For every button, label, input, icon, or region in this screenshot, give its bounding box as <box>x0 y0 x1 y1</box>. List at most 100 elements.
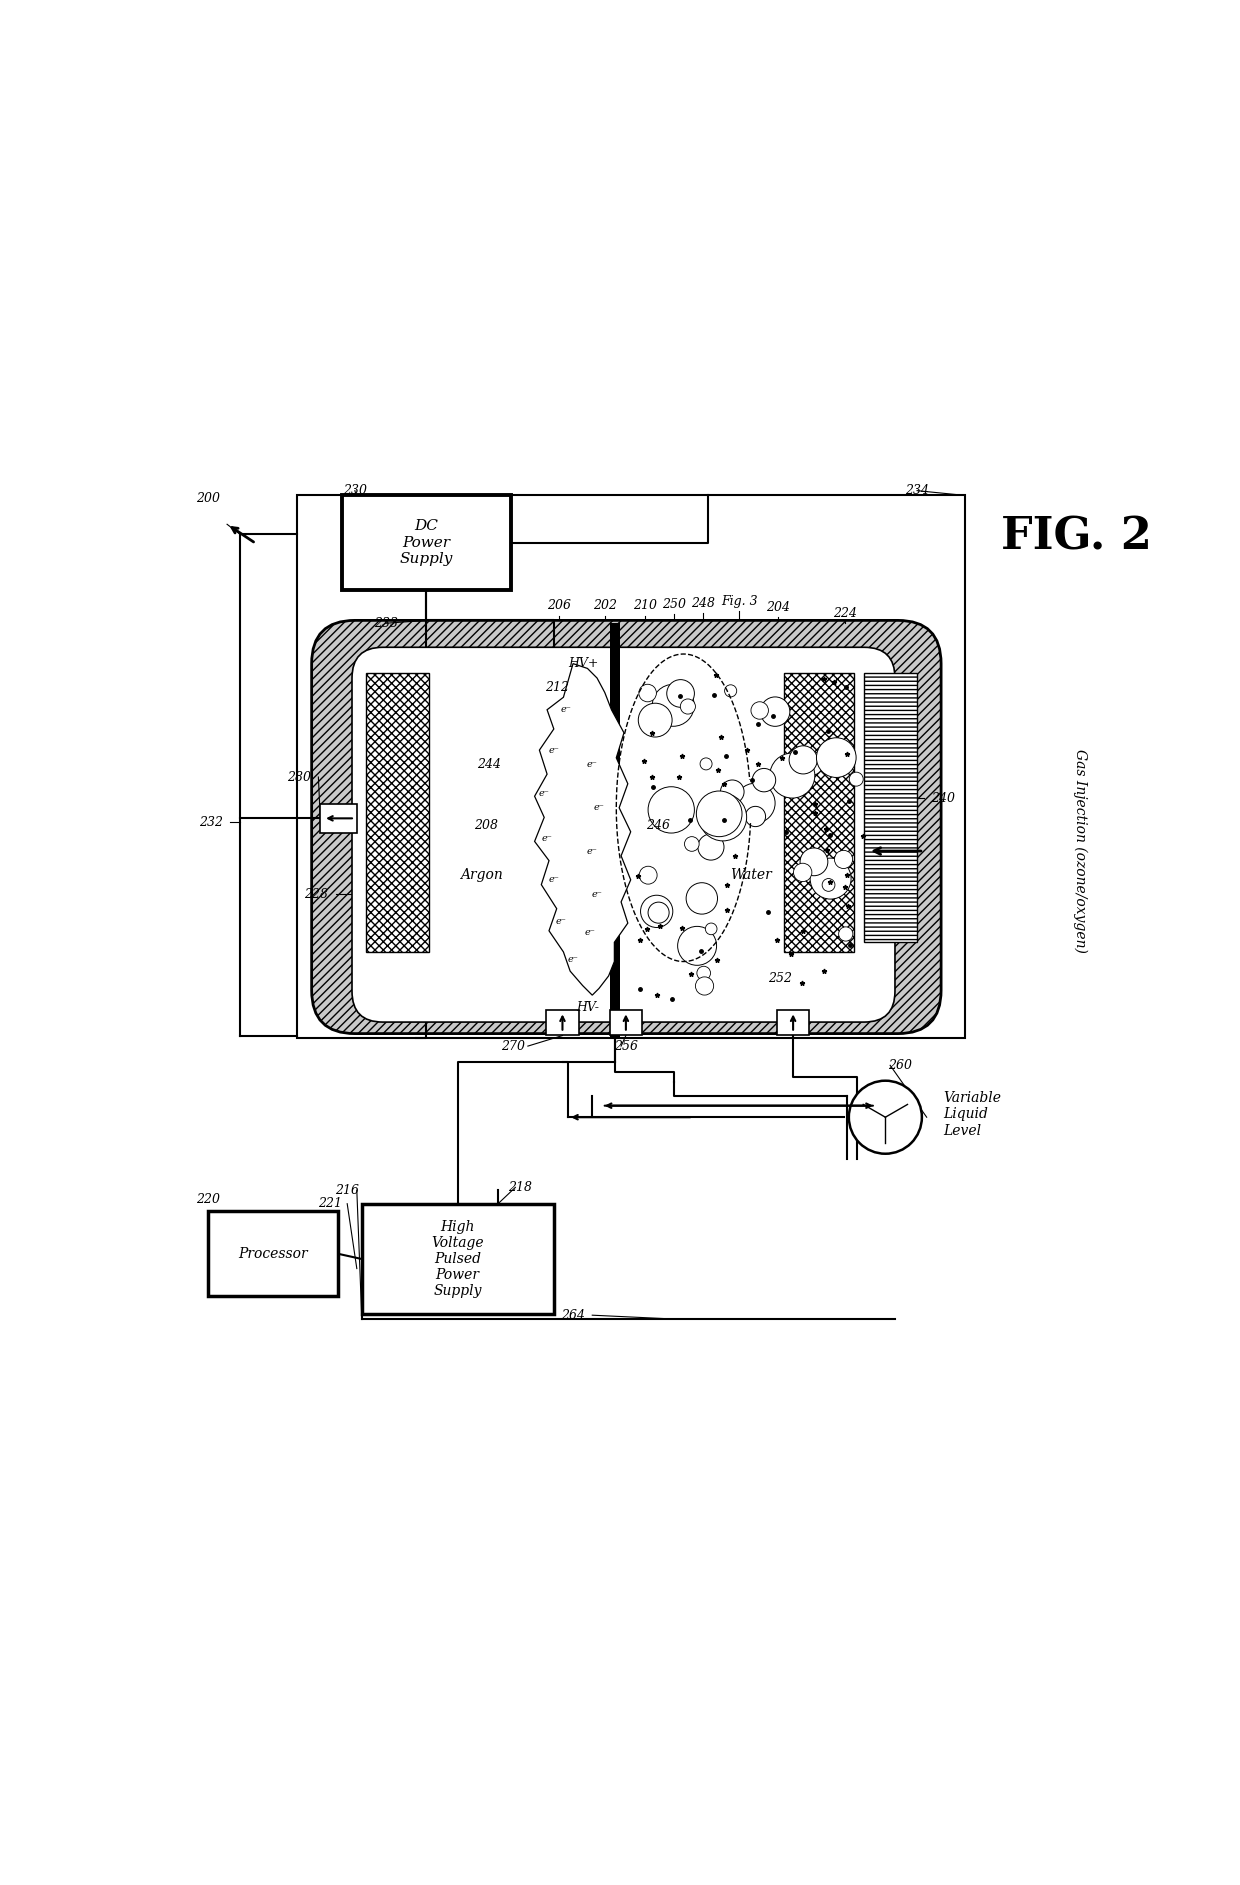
FancyBboxPatch shape <box>311 620 941 1033</box>
Text: 280: 280 <box>288 771 311 784</box>
Text: 208: 208 <box>475 818 498 831</box>
Bar <box>610 1010 642 1035</box>
Bar <box>546 1010 579 1035</box>
Bar <box>362 1205 554 1314</box>
Circle shape <box>649 903 670 924</box>
Text: e⁻: e⁻ <box>556 916 565 926</box>
Text: Water: Water <box>730 869 771 882</box>
Circle shape <box>677 926 717 965</box>
Bar <box>208 1212 337 1297</box>
Text: Gas Injection (ozone/oxygen): Gas Injection (ozone/oxygen) <box>1074 748 1087 954</box>
Text: 270: 270 <box>501 1041 526 1052</box>
Text: e⁻: e⁻ <box>591 890 603 899</box>
Text: 220: 220 <box>196 1193 219 1206</box>
Circle shape <box>698 833 724 860</box>
Text: 234: 234 <box>905 484 929 498</box>
Circle shape <box>697 967 711 980</box>
Text: 206: 206 <box>547 599 570 613</box>
Circle shape <box>794 863 812 882</box>
FancyBboxPatch shape <box>352 647 895 1022</box>
Text: 200: 200 <box>196 492 219 505</box>
Text: Argon: Argon <box>460 869 503 882</box>
Text: 224: 224 <box>833 607 857 620</box>
Circle shape <box>649 786 694 833</box>
Text: 248: 248 <box>691 596 714 609</box>
Circle shape <box>835 850 853 869</box>
Circle shape <box>641 895 673 927</box>
Text: e⁻: e⁻ <box>587 846 598 856</box>
Circle shape <box>706 924 717 935</box>
Circle shape <box>799 752 823 775</box>
Circle shape <box>816 737 856 777</box>
Text: e⁻: e⁻ <box>560 705 572 714</box>
Text: 233: 233 <box>373 616 398 630</box>
Circle shape <box>640 867 657 884</box>
Bar <box>610 624 620 1039</box>
Text: e⁻: e⁻ <box>548 746 559 754</box>
Circle shape <box>696 976 714 995</box>
Text: FIG. 2: FIG. 2 <box>1001 515 1152 558</box>
Circle shape <box>652 684 694 726</box>
Circle shape <box>849 1080 921 1154</box>
Text: 204: 204 <box>766 601 790 615</box>
Circle shape <box>770 752 815 797</box>
Text: 246: 246 <box>646 818 670 831</box>
Polygon shape <box>534 664 631 995</box>
Text: Variable
Liquid
Level: Variable Liquid Level <box>944 1091 1001 1139</box>
Text: e⁻: e⁻ <box>587 760 598 769</box>
Text: 230: 230 <box>343 484 367 498</box>
Text: e⁻: e⁻ <box>568 956 579 963</box>
Circle shape <box>760 697 790 726</box>
Text: e⁻: e⁻ <box>542 833 553 843</box>
Circle shape <box>667 680 694 707</box>
Bar <box>367 673 429 952</box>
Circle shape <box>735 784 775 824</box>
Text: e⁻: e⁻ <box>538 788 549 797</box>
Bar <box>864 673 918 942</box>
Circle shape <box>639 703 672 737</box>
Text: e⁻: e⁻ <box>585 927 595 937</box>
Circle shape <box>838 927 853 941</box>
Text: e⁻: e⁻ <box>594 803 604 812</box>
Circle shape <box>701 758 712 769</box>
Bar <box>320 803 357 833</box>
Text: HV+: HV+ <box>569 658 599 671</box>
Text: 232: 232 <box>198 816 223 829</box>
Bar <box>298 496 965 1039</box>
Bar <box>785 673 853 952</box>
Text: 250: 250 <box>662 598 686 611</box>
Text: 210: 210 <box>634 599 657 613</box>
Text: DC
Power
Supply: DC Power Supply <box>399 520 453 565</box>
Circle shape <box>849 773 863 786</box>
Text: 212: 212 <box>544 680 569 694</box>
Circle shape <box>789 746 817 775</box>
Text: 216: 216 <box>335 1184 360 1197</box>
Circle shape <box>724 684 737 697</box>
Text: 264: 264 <box>560 1308 585 1321</box>
Circle shape <box>681 699 696 714</box>
Text: 260: 260 <box>888 1059 911 1073</box>
Text: e⁻: e⁻ <box>548 875 559 884</box>
Text: Processor: Processor <box>238 1246 308 1261</box>
Text: HV-: HV- <box>577 1001 599 1014</box>
Circle shape <box>751 701 769 720</box>
Text: Fig. 3: Fig. 3 <box>720 594 758 607</box>
Circle shape <box>753 769 776 792</box>
Text: High
Voltage
Pulsed
Power
Supply: High Voltage Pulsed Power Supply <box>432 1220 484 1299</box>
Bar <box>776 1010 810 1035</box>
Circle shape <box>639 684 656 701</box>
Circle shape <box>822 878 835 892</box>
Circle shape <box>745 807 765 828</box>
Text: 240: 240 <box>931 792 955 805</box>
Text: 252: 252 <box>768 973 791 986</box>
Text: 218: 218 <box>508 1180 532 1193</box>
Text: 221: 221 <box>317 1197 342 1210</box>
Circle shape <box>810 858 851 899</box>
Circle shape <box>800 848 828 877</box>
Circle shape <box>699 794 746 841</box>
Circle shape <box>720 780 744 803</box>
Circle shape <box>697 792 742 837</box>
Circle shape <box>686 882 718 914</box>
Text: 228: 228 <box>305 888 329 901</box>
Text: 244: 244 <box>477 758 501 771</box>
